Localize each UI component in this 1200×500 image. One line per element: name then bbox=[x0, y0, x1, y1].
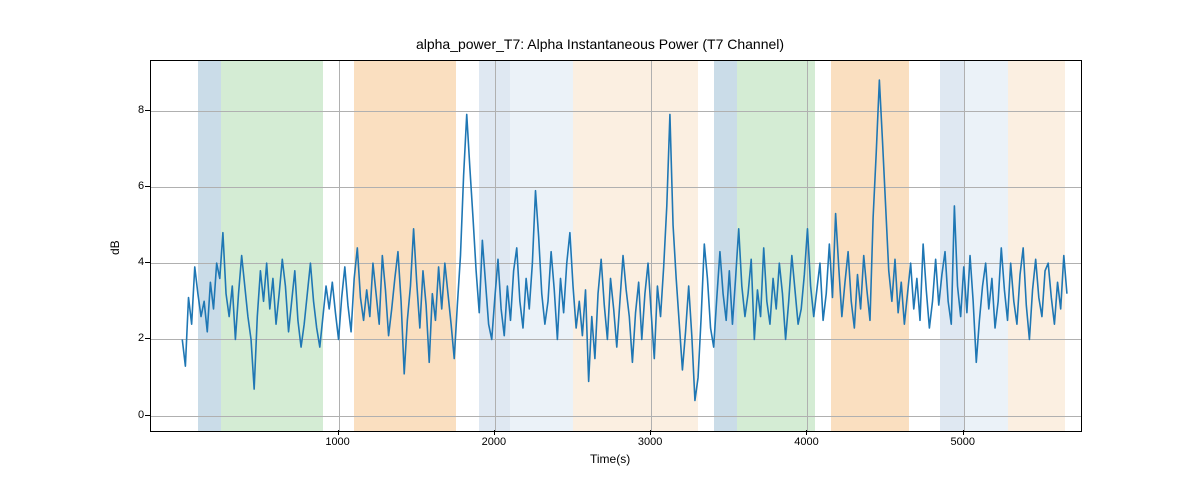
x-tick-mark bbox=[338, 430, 339, 435]
data-line bbox=[182, 80, 1067, 400]
y-tick-mark bbox=[145, 338, 150, 339]
x-tick-mark bbox=[963, 430, 964, 435]
x-tick-mark bbox=[806, 430, 807, 435]
x-tick-mark bbox=[650, 430, 651, 435]
x-tick-label: 1000 bbox=[325, 436, 349, 448]
y-axis-label: dB bbox=[108, 240, 122, 255]
y-tick-mark bbox=[145, 262, 150, 263]
y-tick-mark bbox=[145, 415, 150, 416]
y-tick-mark bbox=[145, 186, 150, 187]
plot-area bbox=[150, 60, 1082, 432]
x-tick-mark bbox=[494, 430, 495, 435]
x-axis-label: Time(s) bbox=[590, 452, 630, 466]
line-series bbox=[151, 61, 1081, 431]
x-tick-label: 2000 bbox=[482, 436, 506, 448]
figure: alpha_power_T7: Alpha Instantaneous Powe… bbox=[0, 0, 1200, 500]
x-tick-label: 3000 bbox=[638, 436, 662, 448]
chart-title: alpha_power_T7: Alpha Instantaneous Powe… bbox=[0, 36, 1200, 52]
x-tick-label: 5000 bbox=[951, 436, 975, 448]
y-tick-mark bbox=[145, 110, 150, 111]
x-tick-label: 4000 bbox=[794, 436, 818, 448]
